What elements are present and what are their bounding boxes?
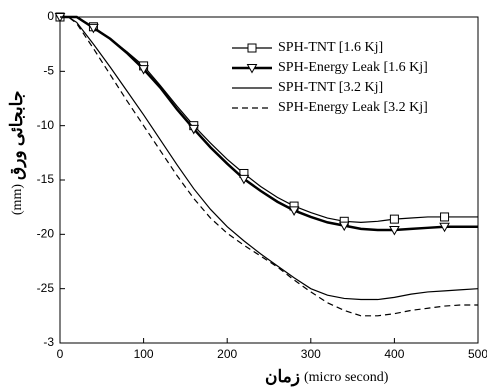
marker <box>238 174 250 185</box>
marker <box>138 65 149 75</box>
marker <box>389 225 400 236</box>
y-tick-label: -10 <box>37 118 55 132</box>
y-tick-label: -20 <box>37 227 55 241</box>
x-axis-label: زمان <box>265 367 300 387</box>
y-tick-label: -25 <box>37 281 55 295</box>
marker <box>88 23 99 34</box>
x-tick-label: 300 <box>301 347 321 361</box>
y-axis-label: جابجائی ورق <box>7 91 27 180</box>
series-line <box>60 16 479 301</box>
y-tick-label: -3 <box>43 335 54 349</box>
y-tick-label: -15 <box>37 172 55 186</box>
legend-label: SPH-Energy Leak [3.2 Kj] <box>278 100 428 115</box>
marker <box>389 214 399 224</box>
x-axis-unit: (micro second) <box>304 370 389 385</box>
x-tick-label: 400 <box>384 347 404 361</box>
legend-marker <box>246 64 258 74</box>
legend-label: SPH-TNT [3.2 Kj] <box>278 80 383 95</box>
marker <box>288 206 300 216</box>
x-tick-label: 0 <box>57 347 64 361</box>
x-tick-label: 500 <box>468 347 487 361</box>
series-line <box>60 16 478 317</box>
legend-marker <box>247 43 257 53</box>
marker <box>439 222 450 233</box>
x-tick-label: 200 <box>217 347 237 361</box>
y-axis-unit: (mm) <box>10 184 25 215</box>
marker <box>188 124 200 135</box>
series-line <box>60 15 478 232</box>
x-tick-label: 100 <box>134 347 154 361</box>
marker <box>440 212 450 222</box>
legend-label: SPH-Energy Leak [1.6 Kj] <box>278 60 428 75</box>
marker <box>338 221 350 232</box>
y-tick-label: -5 <box>43 64 54 78</box>
legend-label: SPH-TNT [1.6 Kj] <box>278 40 383 55</box>
y-tick-label: 0 <box>47 9 54 23</box>
